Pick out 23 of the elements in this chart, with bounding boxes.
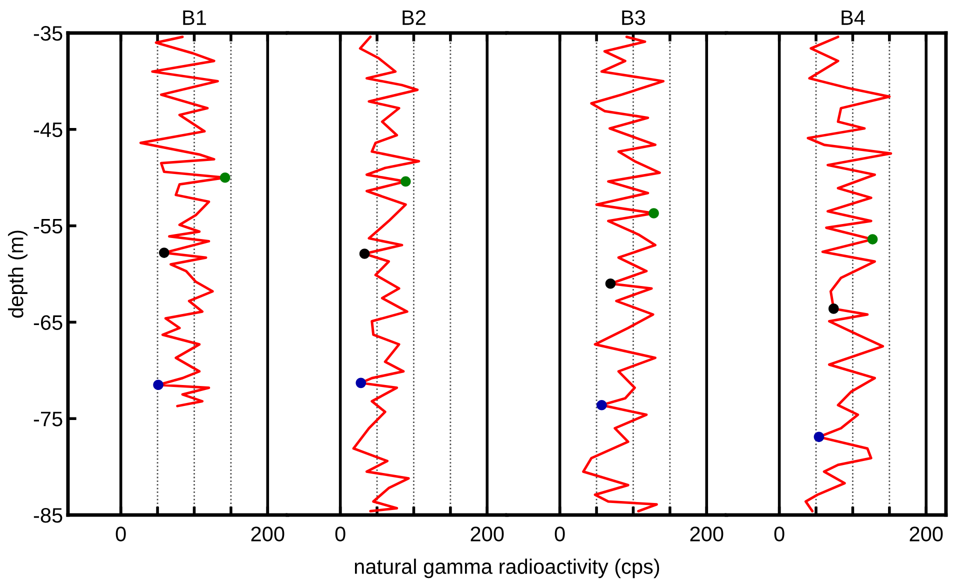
chart-title: B4 — [842, 10, 865, 25]
y-tick-label: -65 — [34, 315, 62, 330]
x-tick-label: 200 — [690, 526, 724, 542]
y-tick-label: -85 — [34, 508, 62, 523]
x-tick-label: 0 — [116, 526, 126, 542]
x-tick-label: 200 — [910, 526, 943, 542]
point — [158, 248, 170, 258]
chart-title: B3 — [622, 10, 646, 26]
y-axis-title: depth (m) — [8, 230, 28, 318]
y-tick-label: -35 — [34, 26, 62, 41]
chart-title: B1 — [183, 10, 206, 25]
x-tick-label: 200 — [251, 526, 284, 542]
y-tick-label: -75 — [34, 412, 62, 426]
x-axis-title: natural gamma radioactivity (cps) — [354, 558, 660, 578]
x-tick-label: 0 — [554, 526, 565, 542]
y-tick-label: -45 — [34, 122, 62, 138]
chart-title: B2 — [402, 10, 426, 25]
x-tick-label: 200 — [470, 526, 504, 542]
x-tick-label: 0 — [774, 526, 784, 542]
point — [153, 380, 164, 390]
x-tick-label: 0 — [335, 526, 346, 542]
point — [220, 172, 230, 183]
y-tick-label: -55 — [34, 219, 62, 234]
